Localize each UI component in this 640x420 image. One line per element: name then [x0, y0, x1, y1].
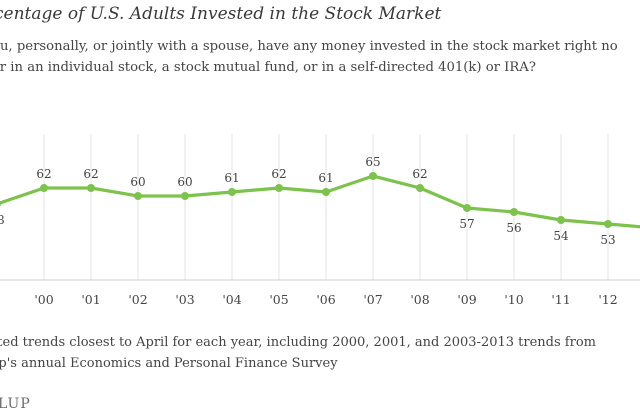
x-tick-label: '06 [316, 292, 335, 307]
data-label: 60 [130, 175, 145, 189]
data-point [416, 184, 424, 192]
data-point [40, 184, 48, 192]
data-point [134, 192, 142, 200]
data-point [604, 220, 612, 228]
data-label: 56 [506, 221, 521, 235]
data-label: 54 [553, 229, 569, 243]
x-tick-label: '02 [128, 292, 147, 307]
data-label: 53 [600, 233, 615, 247]
data-label: 60 [177, 175, 192, 189]
question-line: ou, personally, or jointly with a spouse… [0, 39, 618, 54]
data-point [228, 188, 236, 196]
data-label: 61 [318, 171, 333, 185]
footnote-line: cted trends closest to April for each ye… [0, 335, 596, 350]
data-label: 62 [36, 167, 51, 181]
data-label: 65 [365, 155, 380, 169]
data-label: 61 [224, 171, 239, 185]
data-point [87, 184, 95, 192]
data-label: 57 [459, 217, 474, 231]
x-tick-label: '01 [81, 292, 100, 307]
x-tick-label: '00 [34, 292, 53, 307]
x-tick-label: '03 [175, 292, 194, 307]
gallup-logo: LUP [0, 396, 31, 412]
data-point [275, 184, 283, 192]
x-tick-label: '10 [504, 292, 523, 307]
data-point [181, 192, 189, 200]
line-chart: 58 62 62 60 60 61 62 61 65 62 57 56 54 53 '00 '01 '02 '03… [0, 134, 640, 307]
x-tick-label: '04 [222, 292, 241, 307]
data-label: 58 [0, 213, 5, 227]
data-point [463, 204, 471, 212]
data-label: 62 [271, 167, 286, 181]
data-point [510, 208, 518, 216]
data-label: 62 [83, 167, 98, 181]
chart-footnote: cted trends closest to April for each ye… [0, 332, 596, 374]
x-tick-label: '12 [598, 292, 617, 307]
x-tick-label: '11 [551, 292, 570, 307]
x-tick-label: '07 [363, 292, 382, 307]
x-tick-label: '09 [457, 292, 476, 307]
footnote-line: up's annual Economics and Personal Finan… [0, 356, 338, 371]
survey-question: ou, personally, or jointly with a spouse… [0, 36, 618, 78]
data-point [322, 188, 330, 196]
chart-title: centage of U.S. Adults Invested in the S… [0, 4, 442, 24]
question-line: er in an individual stock, a stock mutua… [0, 60, 536, 75]
x-tick-label: '08 [410, 292, 429, 307]
data-point [0, 201, 1, 207]
data-point [557, 216, 565, 224]
data-point [369, 172, 377, 180]
data-label: 62 [412, 167, 427, 181]
x-tick-label: '05 [269, 292, 288, 307]
